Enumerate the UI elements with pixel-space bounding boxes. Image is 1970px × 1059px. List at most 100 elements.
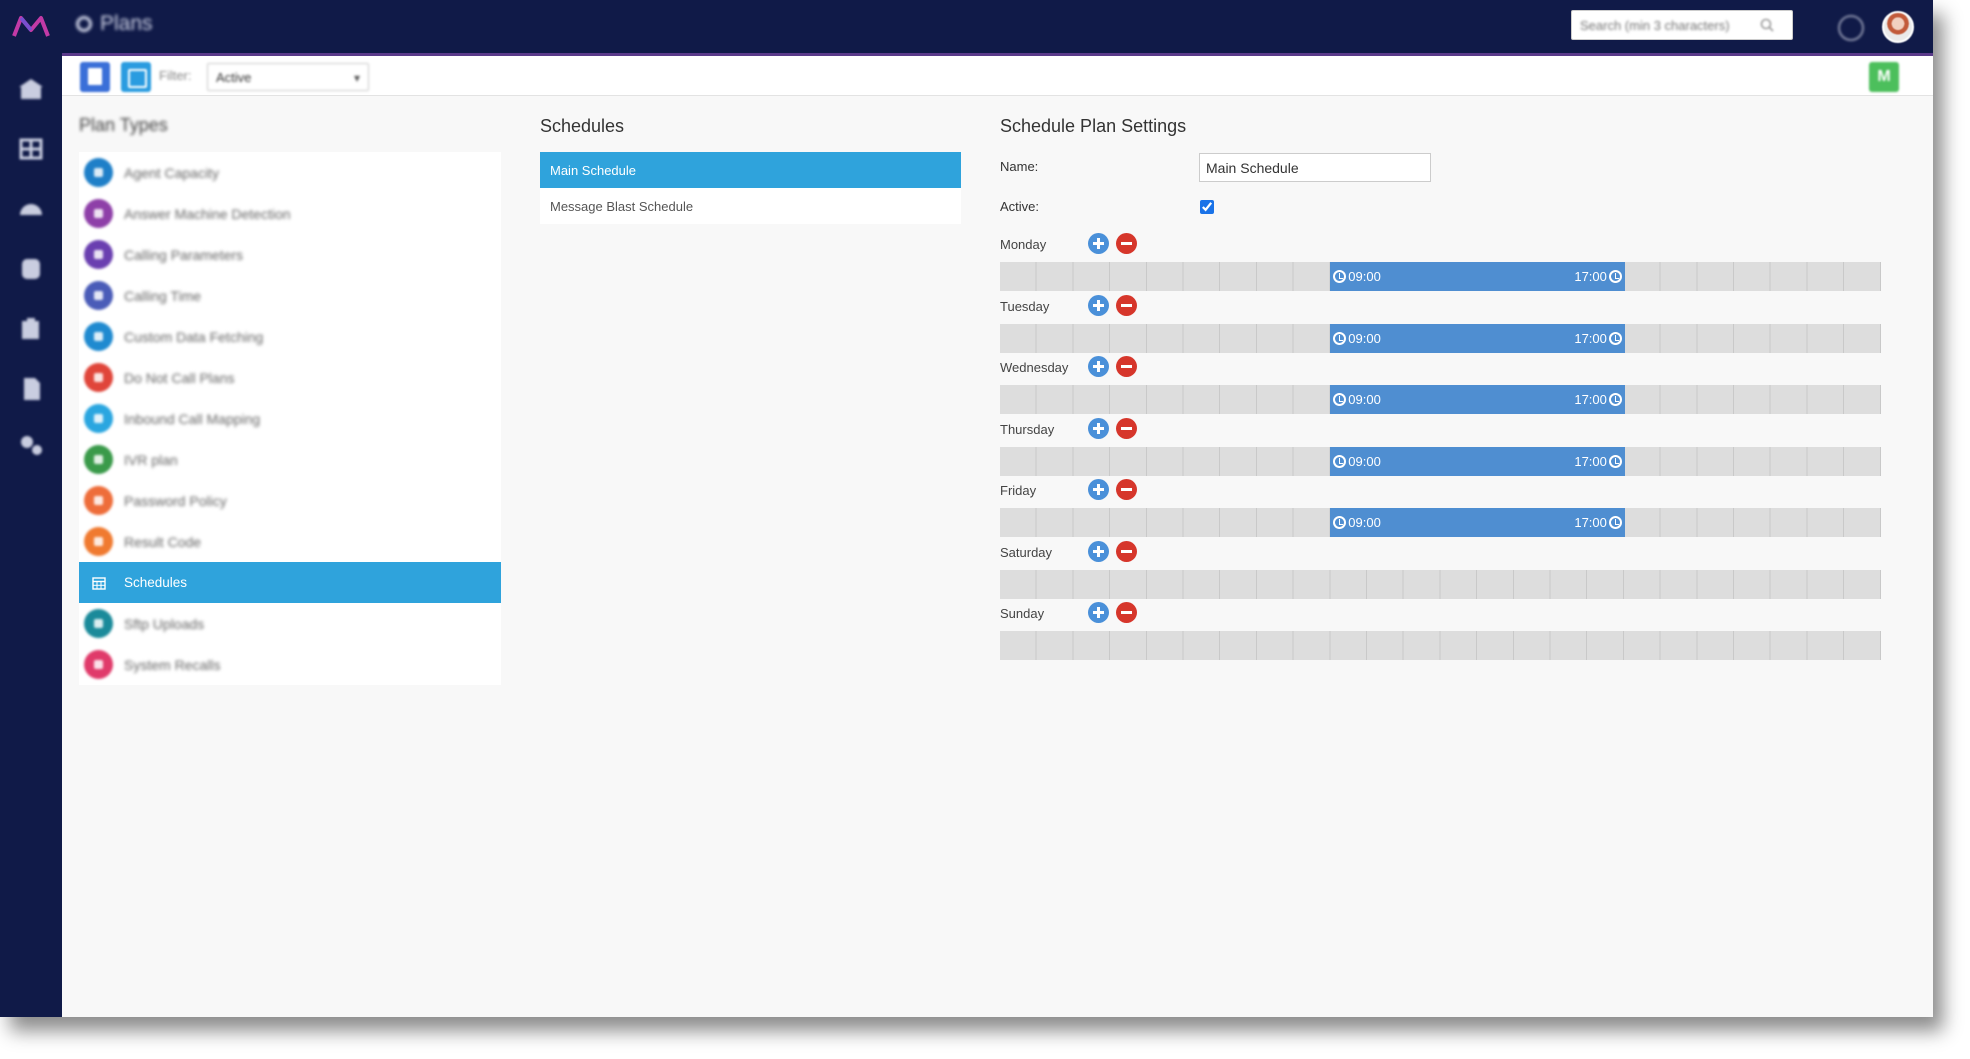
plan-type-item[interactable]: Password Policy xyxy=(79,480,501,521)
add-interval-button[interactable] xyxy=(1088,479,1109,500)
new-plan-button[interactable] xyxy=(80,62,110,92)
plan-type-item[interactable]: Custom Data Fetching xyxy=(79,316,501,357)
toolbar: Filter: Active ▾ M xyxy=(62,56,1933,96)
home-icon[interactable] xyxy=(18,77,44,101)
schedules-heading: Schedules xyxy=(540,116,625,136)
clock-icon xyxy=(1608,454,1622,468)
plan-type-item[interactable]: Inbound Call Mapping xyxy=(79,398,501,439)
plan-type-item[interactable]: Calling Time xyxy=(79,275,501,316)
dashboard-icon[interactable] xyxy=(18,197,44,221)
clipboard-icon[interactable] xyxy=(18,317,44,341)
plan-types-heading: Plan Types xyxy=(79,115,168,135)
time-interval[interactable]: 09:00 17:00 xyxy=(1330,508,1625,537)
add-interval-button[interactable] xyxy=(1088,356,1109,377)
plan-type-label: Password Policy xyxy=(124,492,227,509)
plan-type-label: Agent Capacity xyxy=(124,164,219,181)
clock-icon xyxy=(1333,393,1347,406)
plan-type-item[interactable]: Schedules xyxy=(79,562,501,603)
schedule-item-message-blast[interactable]: Message Blast Schedule xyxy=(550,198,694,214)
plan-type-item[interactable]: Do Not Call Plans xyxy=(79,357,501,398)
help-icon[interactable] xyxy=(1838,15,1864,41)
clock-icon xyxy=(1333,516,1347,529)
plan-type-item[interactable]: Result Code xyxy=(79,521,501,562)
interval-start[interactable]: 09:00 xyxy=(1333,392,1381,407)
avatar[interactable] xyxy=(1882,11,1914,43)
plan-type-label: System Recalls xyxy=(124,656,221,673)
remove-interval-button[interactable] xyxy=(1116,417,1137,439)
remove-interval-button[interactable] xyxy=(1116,540,1137,562)
remove-interval-button[interactable] xyxy=(1116,233,1137,254)
remove-interval-button[interactable] xyxy=(1116,356,1137,377)
brand-logo[interactable] xyxy=(12,14,50,40)
clock-icon xyxy=(1333,331,1347,345)
clock-icon xyxy=(1608,393,1622,406)
end-time: 17:00 xyxy=(1574,392,1607,407)
clock-icon xyxy=(1333,270,1347,283)
day-timeline[interactable]: 09:00 17:00 xyxy=(1000,446,1881,476)
user-badge[interactable]: M xyxy=(1869,62,1899,92)
remove-interval-button[interactable] xyxy=(1116,294,1137,316)
interval-end[interactable]: 17:00 xyxy=(1574,331,1622,346)
start-time: 09:00 xyxy=(1348,453,1381,469)
plan-type-item[interactable]: Answer Machine Detection xyxy=(79,193,501,234)
schedules-list: Main Schedule Message Blast Schedule xyxy=(540,152,961,224)
copy-plan-button[interactable] xyxy=(121,62,151,92)
interval-end[interactable]: 17:00 xyxy=(1574,392,1622,407)
plan-type-icon xyxy=(84,281,113,310)
settings-icon[interactable] xyxy=(18,433,44,457)
day-timeline[interactable] xyxy=(1000,631,1881,660)
add-interval-button[interactable] xyxy=(1088,417,1109,439)
time-interval[interactable]: 09:00 17:00 xyxy=(1330,385,1625,414)
database-icon[interactable] xyxy=(18,257,44,281)
top-bar: Plans xyxy=(0,0,1933,56)
schedule-item-main[interactable]: Main Schedule xyxy=(540,152,961,188)
grid-icon[interactable] xyxy=(18,137,44,161)
add-interval-button[interactable] xyxy=(1088,602,1109,623)
filter-select[interactable]: Active ▾ xyxy=(207,63,369,91)
day-label: Saturday xyxy=(1000,544,1053,560)
interval-start[interactable]: 09:00 xyxy=(1333,515,1381,530)
add-interval-button[interactable] xyxy=(1088,294,1109,316)
plan-type-label: Schedules xyxy=(124,575,188,590)
interval-start[interactable]: 09:00 xyxy=(1333,269,1381,284)
time-interval[interactable]: 09:00 17:00 xyxy=(1330,323,1625,353)
search-icon[interactable] xyxy=(1760,18,1774,32)
interval-end[interactable]: 17:00 xyxy=(1574,515,1622,530)
remove-interval-button[interactable] xyxy=(1116,479,1137,500)
active-checkbox[interactable] xyxy=(1200,200,1214,214)
plan-type-label: Custom Data Fetching xyxy=(124,328,264,345)
interval-end[interactable]: 17:00 xyxy=(1574,269,1622,284)
day-timeline[interactable]: 09:00 17:00 xyxy=(1000,262,1881,291)
plan-type-icon xyxy=(84,486,113,515)
plan-type-item[interactable]: IVR plan xyxy=(79,439,501,480)
add-interval-button[interactable] xyxy=(1088,540,1109,562)
global-search[interactable] xyxy=(1571,10,1793,40)
chevron-down-icon: ▾ xyxy=(353,71,360,85)
day-row-wednesday: Wednesday 09:00 17:00 xyxy=(1000,356,1881,417)
document-icon[interactable] xyxy=(18,377,44,401)
end-time: 17:00 xyxy=(1574,453,1607,469)
time-interval[interactable]: 09:00 17:00 xyxy=(1330,446,1625,476)
name-field[interactable] xyxy=(1199,153,1431,182)
day-row-friday: Friday 09:00 17:00 xyxy=(1000,479,1881,540)
plan-type-item[interactable]: Calling Parameters xyxy=(79,234,501,275)
interval-end[interactable]: 17:00 xyxy=(1574,454,1622,469)
day-row-tuesday: Tuesday 09:00 17:00 xyxy=(1000,294,1881,356)
plan-type-icon xyxy=(84,240,113,269)
interval-start[interactable]: 09:00 xyxy=(1333,454,1381,469)
plan-type-item[interactable]: System Recalls xyxy=(79,644,501,685)
plan-type-item[interactable]: Agent Capacity xyxy=(79,152,501,193)
search-input[interactable] xyxy=(1580,17,1760,33)
day-timeline[interactable]: 09:00 17:00 xyxy=(1000,385,1881,414)
time-interval[interactable]: 09:00 17:00 xyxy=(1330,262,1625,291)
day-timeline[interactable]: 09:00 17:00 xyxy=(1000,508,1881,537)
add-interval-button[interactable] xyxy=(1088,233,1109,254)
page-title: Plans xyxy=(76,12,153,36)
day-timeline[interactable] xyxy=(1000,569,1881,599)
day-timeline[interactable]: 09:00 17:00 xyxy=(1000,323,1881,353)
page-title-text: Plans xyxy=(100,12,153,35)
remove-interval-button[interactable] xyxy=(1116,602,1137,623)
interval-start[interactable]: 09:00 xyxy=(1333,331,1381,346)
plan-type-label: Result Code xyxy=(124,533,202,550)
plan-type-item[interactable]: Sftp Uploads xyxy=(79,603,501,644)
